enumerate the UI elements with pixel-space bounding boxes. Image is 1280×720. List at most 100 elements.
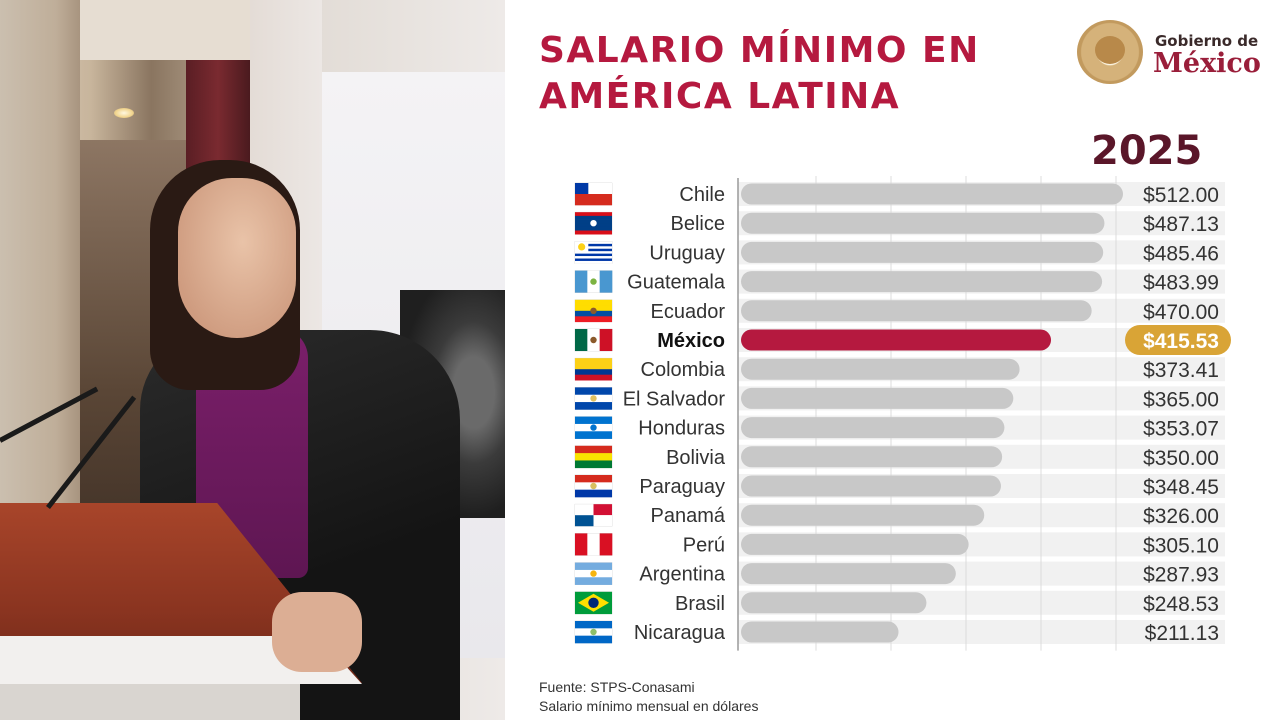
flag-stripe: [575, 363, 612, 370]
bar-guatemala: [741, 271, 1103, 293]
flag-emblem: [590, 336, 597, 344]
flag-stripe: [575, 369, 612, 375]
bar-el-salvador: [741, 387, 1014, 409]
flag-stripe: [575, 489, 612, 498]
value-label-nicaragua: $211.13: [1145, 622, 1219, 645]
flag-icon-chile: [574, 182, 613, 206]
bar-brasil: [741, 592, 927, 614]
flag-stripe: [575, 358, 612, 364]
country-label-chile: Chile: [679, 184, 725, 206]
country-label-bolivia: Bolivia: [666, 447, 726, 469]
logo-line-1: Gobierno de: [1155, 32, 1259, 50]
flag-emblem: [590, 395, 597, 402]
seal-eagle-icon: [1095, 36, 1125, 64]
flag-icon-el-salvador: [574, 387, 613, 410]
flag-stripe: [575, 329, 588, 351]
flag-icon-argentina: [574, 562, 613, 585]
flag-stripe: [575, 475, 612, 483]
value-label-uruguay: $485.46: [1143, 242, 1219, 265]
ceiling: [80, 0, 250, 60]
country-label-colombia: Colombia: [641, 359, 726, 381]
flag-stripe: [575, 533, 588, 556]
flag-stripe: [575, 253, 612, 257]
bar-paraguay: [741, 475, 1001, 497]
flag-stripe: [599, 270, 613, 293]
value-label-bolivia: $350.00: [1143, 447, 1219, 470]
flag-icon-belice: [574, 211, 613, 235]
flag-stripe: [575, 246, 612, 250]
country-label-honduras: Honduras: [638, 418, 725, 440]
flag-stripe: [575, 460, 612, 469]
flag-quarter: [575, 515, 594, 527]
country-label-belice: Belice: [671, 213, 725, 235]
flag-icon-panama: [574, 503, 613, 527]
country-label-ecuador: Ecuador: [651, 301, 726, 323]
flag-icon-bolivia: [574, 445, 613, 469]
value-label-peru: $305.10: [1143, 534, 1219, 557]
value-label-chile: $512.00: [1143, 184, 1219, 207]
bar-belice: [741, 212, 1105, 234]
chart-year: 2025: [1091, 128, 1203, 174]
value-label-guatemala: $483.99: [1143, 272, 1219, 295]
flag-icon-brasil: [574, 591, 613, 615]
flag-stripe: [575, 562, 612, 571]
flag-emblem: [590, 628, 597, 636]
ceiling-lamp: [114, 108, 134, 118]
flag-sun: [578, 243, 586, 251]
speaker-hand: [272, 592, 362, 672]
value-label-el-salvador: $365.00: [1143, 388, 1219, 411]
value-label-mexico: $415.53: [1143, 330, 1219, 353]
bar-chart: Chile $512.00 Belice $487.13 Uruguay $485.46 G…: [574, 176, 1231, 651]
flag-stripe: [575, 194, 612, 206]
bar-honduras: [741, 417, 1005, 439]
unit-note: Salario mínimo mensual en dólares: [539, 698, 759, 714]
flag-stripe: [575, 387, 612, 396]
flag-icon-honduras: [574, 416, 613, 439]
country-label-mexico: México: [657, 330, 725, 352]
bar-argentina: [741, 563, 956, 585]
flag-stripe: [575, 241, 612, 245]
infographic-panel: SALARIO MÍNIMO EN AMÉRICA LATINA Gobiern…: [505, 0, 1280, 720]
country-label-argentina: Argentina: [639, 564, 725, 586]
flag-stripe: [575, 445, 612, 454]
podium-base: [0, 684, 300, 720]
flag-quarter: [593, 515, 612, 527]
bar-uruguay: [741, 241, 1104, 263]
speaker-face: [178, 178, 296, 338]
flag-quarter: [575, 504, 594, 516]
value-label-argentina: $287.93: [1143, 564, 1219, 587]
flag-stripe: [599, 533, 613, 556]
bar-nicaragua: [741, 621, 899, 643]
flag-quarter: [593, 504, 612, 516]
flag-icon-peru: [574, 533, 613, 556]
flag-stripe: [599, 329, 613, 351]
bar-panama: [741, 504, 985, 526]
chart-title: SALARIO MÍNIMO EN AMÉRICA LATINA: [539, 30, 980, 117]
value-label-colombia: $373.41: [1143, 359, 1219, 382]
bar-colombia: [741, 358, 1020, 380]
flag-stripe: [575, 243, 612, 247]
flag-stripe: [575, 416, 612, 425]
flag-stripe: [575, 635, 612, 644]
flag-emblem: [590, 220, 597, 227]
flag-stripe: [575, 226, 612, 231]
bar-chile: [741, 183, 1123, 205]
source-note: Fuente: STPS-Conasami: [539, 679, 695, 695]
country-label-nicaragua: Nicaragua: [634, 622, 726, 644]
flag-icon-nicaragua: [574, 620, 613, 644]
chart-footer: Fuente: STPS-Conasami Salario mínimo men…: [539, 678, 758, 716]
flag-stripe: [575, 258, 612, 262]
flag-emblem: [590, 570, 597, 577]
flag-stripe: [575, 270, 588, 293]
flag-canton: [575, 183, 589, 194]
press-conference-photo: [0, 0, 505, 720]
flag-icon-uruguay: [574, 241, 613, 264]
flag-stripe: [575, 577, 612, 585]
flag-icon-paraguay: [574, 474, 613, 498]
bar-peru: [741, 533, 969, 555]
flag-stripe: [575, 215, 612, 220]
value-label-belice: $487.13: [1143, 213, 1219, 236]
flag-stripe: [587, 533, 600, 556]
country-label-guatemala: Guatemala: [627, 272, 726, 294]
flag-emblem: [590, 424, 597, 431]
